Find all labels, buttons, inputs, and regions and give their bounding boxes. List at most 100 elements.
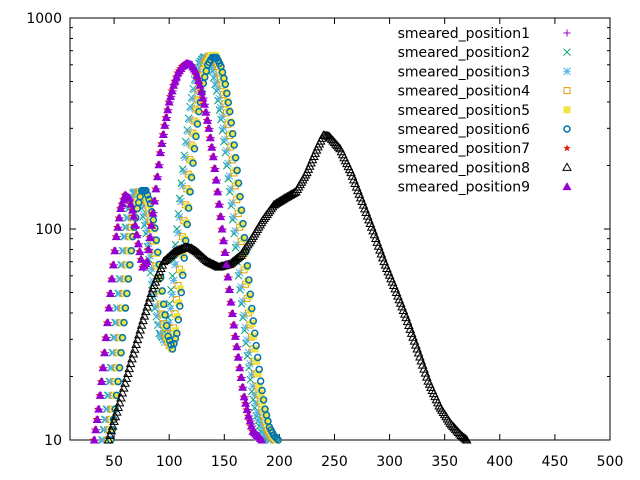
point-smeared_position3 (221, 135, 229, 144)
point-smeared_position3 (250, 391, 259, 399)
point-smeared_position3 (112, 318, 121, 327)
point-smeared_position8 (140, 306, 151, 316)
point-smeared_position9 (201, 107, 211, 116)
point-smeared_position3 (110, 333, 119, 342)
point-smeared_position5 (125, 261, 133, 269)
point-smeared_position8 (460, 433, 471, 443)
point-smeared_position3 (215, 94, 223, 103)
point-smeared_position9 (236, 372, 246, 381)
legend-label: smeared_position8 (398, 160, 530, 176)
point-smeared_position5 (184, 203, 192, 211)
point-smeared_position3 (216, 103, 225, 112)
point-smeared_position9 (217, 224, 227, 233)
point-smeared_position6 (124, 275, 133, 283)
point-smeared_position5 (194, 106, 202, 114)
legend-marker (563, 67, 571, 76)
point-smeared_position9 (202, 115, 212, 124)
point-smeared_position5 (170, 333, 178, 341)
point-smeared_position3 (256, 418, 265, 427)
point-smeared_position9 (125, 193, 135, 202)
point-smeared_position3 (222, 146, 231, 155)
legend-marker (562, 162, 572, 171)
point-smeared_position5 (181, 235, 189, 243)
point-smeared_position8 (136, 320, 147, 329)
point-smeared_position5 (110, 405, 118, 413)
point-smeared_position9 (211, 175, 221, 184)
point-smeared_position3 (240, 311, 248, 320)
point-smeared_position9 (197, 87, 207, 96)
point-smeared_position6 (228, 130, 237, 138)
x-tick-label: 200 (266, 454, 293, 470)
point-smeared_position3 (194, 65, 203, 73)
point-smeared_position5 (235, 193, 243, 201)
point-smeared_position9 (230, 331, 240, 340)
x-tick-label: 50 (105, 454, 123, 470)
point-smeared_position5 (150, 225, 158, 233)
point-smeared_position5 (231, 154, 239, 162)
point-smeared_position3 (169, 276, 178, 285)
point-smeared_position5 (201, 66, 209, 74)
point-smeared_position3 (187, 104, 196, 112)
point-smeared_position9 (198, 93, 208, 102)
point-smeared_position9 (100, 348, 110, 357)
point-smeared_position9 (220, 248, 230, 257)
point-smeared_position9 (89, 435, 99, 444)
point-smeared_position8 (113, 402, 124, 411)
point-smeared_position9 (224, 285, 234, 294)
point-smeared_position6 (273, 434, 281, 443)
point-smeared_position3 (113, 304, 122, 312)
point-smeared_position3 (218, 113, 226, 121)
point-smeared_position3 (165, 318, 174, 327)
point-smeared_position6 (145, 195, 153, 203)
point-smeared_position6 (249, 317, 258, 325)
point-smeared_position5 (245, 292, 253, 300)
point-smeared_position6 (251, 329, 259, 338)
point-smeared_position3 (225, 172, 234, 180)
point-smeared_position9 (102, 318, 112, 327)
point-smeared_position9 (192, 71, 202, 80)
axis-ticks: 50 100 150 200 250 300 350 400 450 500 10 100 1000 (26, 11, 623, 470)
point-smeared_position8 (116, 392, 126, 402)
point-smeared_position3 (249, 382, 257, 390)
point-smeared_position5 (225, 106, 233, 114)
point-smeared_position5 (200, 72, 208, 80)
point-smeared_position9 (91, 425, 101, 434)
point-smeared_position9 (111, 232, 121, 241)
point-smeared_position8 (103, 434, 114, 444)
point-smeared_position9 (107, 274, 117, 283)
point-smeared_position9 (94, 404, 104, 413)
point-smeared_position3 (182, 139, 191, 148)
point-smeared_position8 (132, 334, 143, 344)
point-smeared_position6 (248, 304, 256, 313)
point-smeared_position9 (233, 352, 243, 361)
series-smeared_position8 (103, 130, 472, 444)
point-smeared_position2 (167, 285, 175, 294)
point-smeared_position3 (143, 226, 151, 235)
point-smeared_position5 (113, 378, 121, 386)
point-smeared_position6 (274, 436, 283, 444)
point-smeared_position9 (199, 99, 209, 108)
point-smeared_position5 (189, 143, 197, 151)
point-smeared_position3 (229, 212, 238, 221)
point-smeared_position2 (165, 299, 174, 308)
point-smeared_position5 (219, 73, 227, 81)
point-smeared_position6 (224, 98, 233, 107)
x-tick-label: 150 (211, 454, 238, 470)
point-smeared_position5 (126, 247, 134, 255)
point-smeared_position5 (198, 78, 206, 86)
point-smeared_position9 (157, 139, 167, 148)
point-smeared_position5 (222, 88, 230, 96)
point-smeared_position5 (263, 417, 271, 425)
point-smeared_position5 (261, 411, 269, 419)
legend-marker (563, 106, 571, 114)
point-smeared_position9 (242, 405, 252, 414)
x-tick-label: 100 (156, 454, 183, 470)
legend-marker (563, 144, 571, 152)
legend-marker (562, 182, 572, 191)
point-smeared_position5 (159, 300, 167, 308)
point-smeared_position8 (120, 378, 130, 387)
point-smeared_position8 (128, 349, 139, 358)
point-smeared_position8 (142, 302, 153, 311)
legend-item-smeared_position4: smeared_position4 (398, 84, 571, 100)
point-smeared_position5 (185, 187, 193, 195)
